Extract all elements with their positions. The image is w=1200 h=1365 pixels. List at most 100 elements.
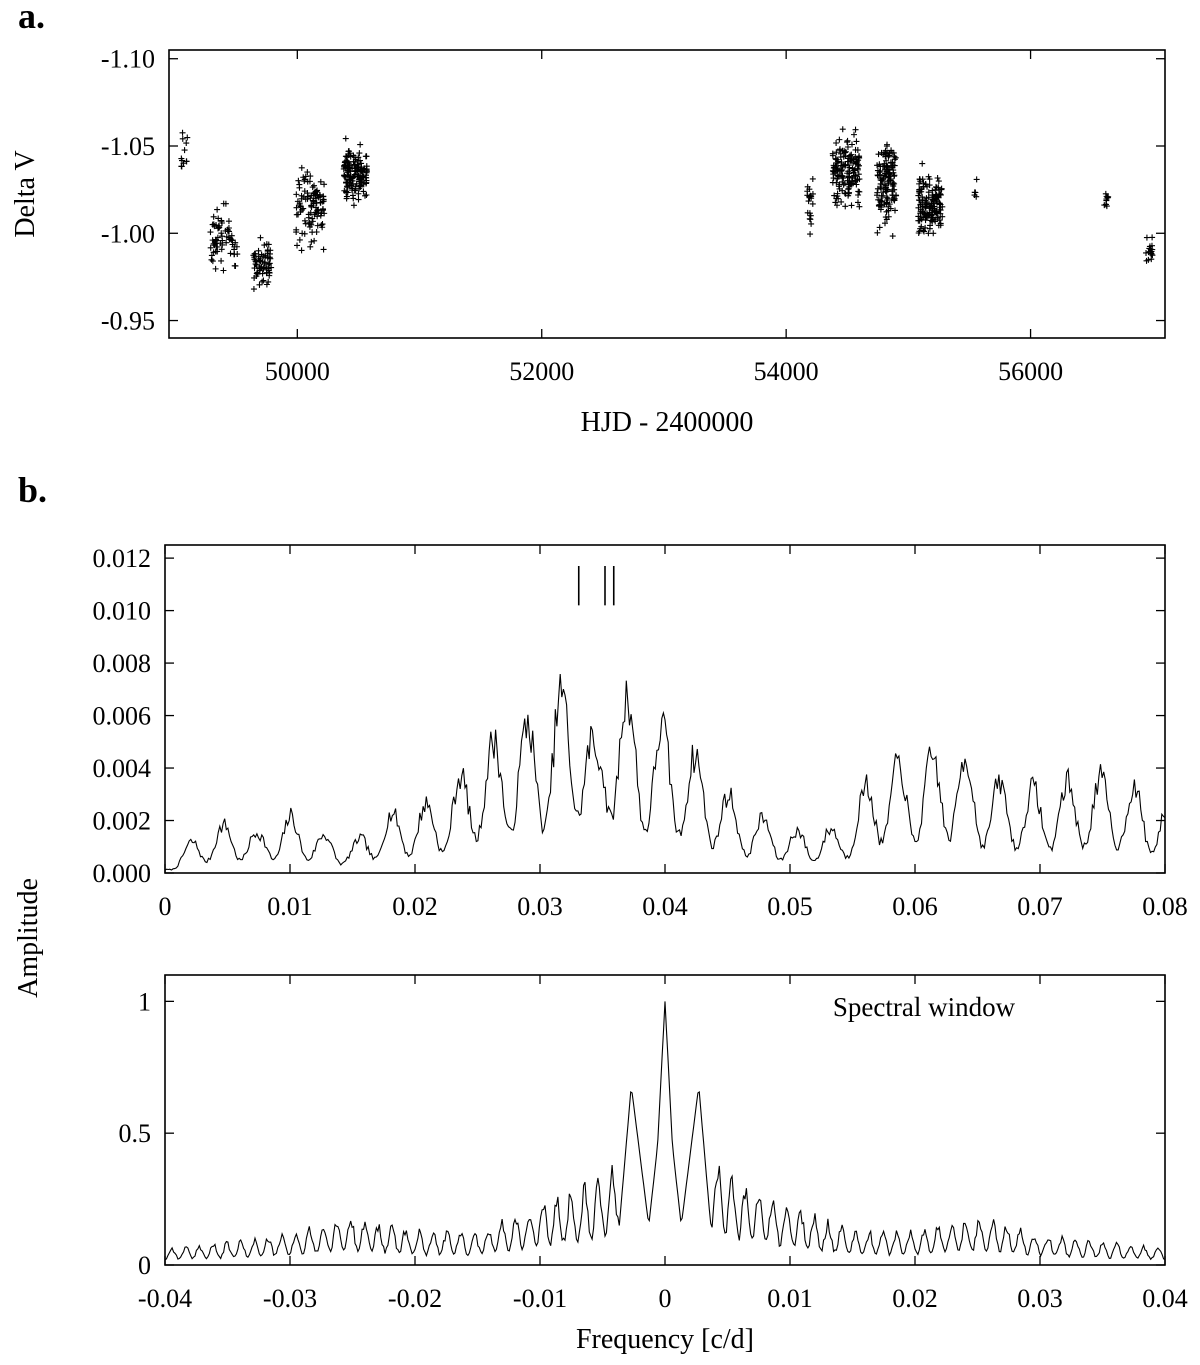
data-point <box>839 172 846 179</box>
data-point <box>922 217 929 224</box>
data-point <box>232 262 239 269</box>
amplitude-spectrum-xtick-label: 0.07 <box>1017 892 1063 921</box>
amplitude-spectrum-ytick-label: 0.010 <box>93 597 152 626</box>
data-point <box>920 180 927 187</box>
data-point <box>307 243 314 250</box>
data-point <box>349 174 356 181</box>
data-point <box>833 202 840 209</box>
spectral-window-x-axis-title: Frequency [c/d] <box>576 1324 754 1355</box>
data-point <box>839 126 846 133</box>
data-point <box>319 198 326 205</box>
data-point <box>883 194 890 201</box>
data-point <box>854 176 861 183</box>
data-point <box>932 209 939 216</box>
data-point <box>259 278 266 285</box>
data-point <box>836 167 843 174</box>
data-point <box>850 172 857 179</box>
data-point <box>848 151 855 158</box>
spectral-window-xtick-label: -0.02 <box>388 1284 442 1313</box>
data-point <box>293 204 300 211</box>
data-point <box>922 224 929 231</box>
data-point <box>256 281 263 288</box>
data-point <box>928 200 935 207</box>
data-point <box>215 215 222 222</box>
data-point <box>256 265 263 272</box>
data-point <box>357 183 364 190</box>
data-point <box>852 153 859 160</box>
data-point <box>853 181 860 188</box>
panel-a-xtick-label: 52000 <box>509 357 574 386</box>
data-point <box>836 181 843 188</box>
data-point <box>882 147 889 154</box>
data-point <box>829 179 836 186</box>
data-point <box>304 169 311 176</box>
panel-a-y-ticks: -1.10 -1.05 -1.00 -0.95 <box>101 45 1165 336</box>
data-point <box>317 178 324 185</box>
data-point <box>231 243 238 250</box>
data-point <box>1102 190 1109 197</box>
panel-a-data-points <box>178 126 1156 293</box>
amplitude-spectrum-xtick-label: 0.05 <box>767 892 813 921</box>
data-point <box>844 158 851 165</box>
data-point <box>318 222 325 229</box>
panel-label-a: a. <box>18 0 45 36</box>
data-point <box>314 213 321 220</box>
panel-a-xtick-label: 54000 <box>754 357 819 386</box>
data-point <box>178 157 185 164</box>
data-point <box>363 177 370 184</box>
spectral-window-label: Spectral window <box>833 992 1016 1022</box>
data-point <box>918 216 925 223</box>
data-point <box>890 196 897 203</box>
data-point <box>925 189 932 196</box>
amplitude-spectrum-xtick-label: 0.08 <box>1142 892 1188 921</box>
data-point <box>853 158 860 165</box>
data-point <box>359 178 366 185</box>
spectral-window-xtick-label: 0.01 <box>767 1284 813 1313</box>
data-point <box>257 234 264 241</box>
data-point <box>883 143 890 150</box>
data-point <box>220 267 227 274</box>
data-point <box>214 206 221 213</box>
data-point <box>1101 202 1108 209</box>
amplitude-spectrum-ytick-label: 0.006 <box>93 702 152 731</box>
data-point <box>886 152 893 159</box>
data-point <box>844 139 851 146</box>
data-point <box>260 277 267 284</box>
amplitude-spectrum-ytick-label: 0.008 <box>93 649 152 678</box>
data-point <box>296 236 303 243</box>
data-point <box>343 179 350 186</box>
data-point <box>851 131 858 138</box>
data-point <box>265 278 272 285</box>
data-point <box>355 166 362 173</box>
panel-a-ytick-label: -1.05 <box>101 132 155 161</box>
data-point <box>344 183 351 190</box>
data-point <box>209 258 216 265</box>
data-point <box>344 162 351 169</box>
data-point <box>356 150 363 157</box>
data-point <box>1148 256 1155 263</box>
data-point <box>836 136 843 143</box>
data-point <box>917 201 924 208</box>
data-point <box>972 189 979 196</box>
data-point <box>930 230 937 237</box>
panel-a-frame <box>168 49 1166 339</box>
data-point <box>809 190 816 197</box>
data-point <box>883 157 890 164</box>
data-point <box>846 164 853 171</box>
data-point <box>841 149 848 156</box>
data-point <box>183 140 190 147</box>
data-point <box>265 267 272 274</box>
data-point <box>228 232 235 239</box>
data-point <box>263 281 270 288</box>
data-point <box>930 216 937 223</box>
spectral-window-panel: -0.04 -0.03 -0.02 -0.01 0 0.01 0.02 0.03 0.04 00… <box>119 974 1188 1355</box>
data-point <box>355 190 362 197</box>
data-point <box>916 176 923 183</box>
panel-a-y-axis-title: Delta V <box>10 150 41 237</box>
amplitude-spectrum-xtick-label: 0.02 <box>392 892 438 921</box>
data-point <box>347 153 354 160</box>
data-point <box>349 192 356 199</box>
data-point <box>833 195 840 202</box>
data-point <box>838 159 845 166</box>
